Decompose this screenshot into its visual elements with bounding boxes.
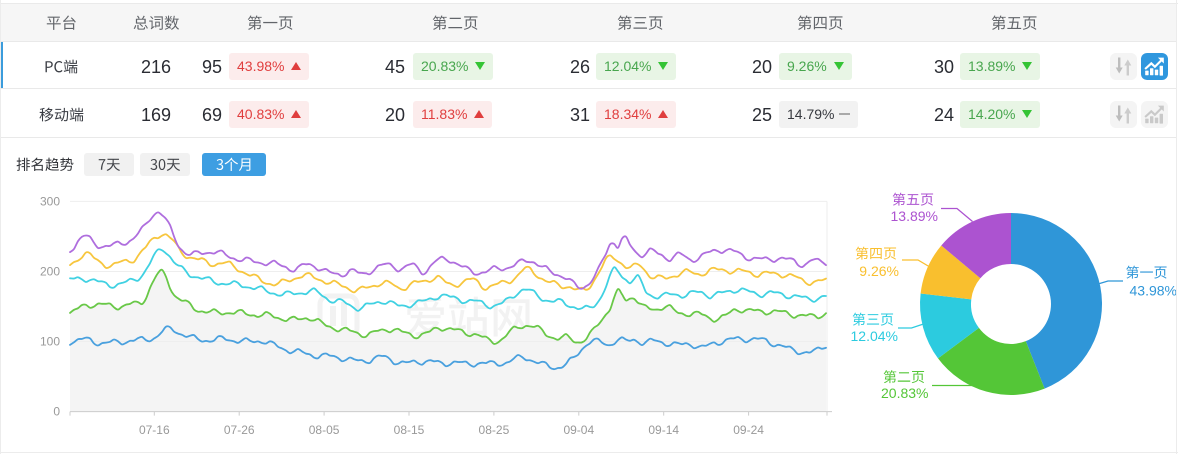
svg-text:13.89%: 13.89% [891,208,938,224]
svg-text:9.26%: 9.26% [859,263,899,279]
svg-text:08-05: 08-05 [309,423,340,437]
svg-text:0: 0 [53,405,60,419]
svg-text:300: 300 [40,194,60,208]
svg-text:09-14: 09-14 [648,423,679,437]
svg-text:09-24: 09-24 [733,423,764,437]
svg-text:12.04%: 12.04% [851,328,898,344]
svg-text:200: 200 [40,265,60,279]
svg-text:09-04: 09-04 [563,423,594,437]
svg-text:43.98%: 43.98% [1130,283,1177,299]
svg-text:08-25: 08-25 [479,423,510,437]
svg-text:20.83%: 20.83% [881,385,928,401]
svg-text:08-15: 08-15 [394,423,425,437]
svg-text:07-16: 07-16 [139,423,170,437]
svg-text:07-26: 07-26 [224,423,255,437]
svg-text:100: 100 [40,335,60,349]
